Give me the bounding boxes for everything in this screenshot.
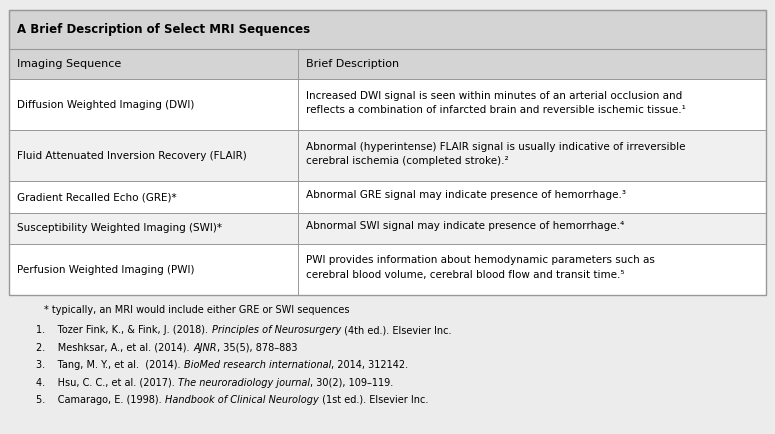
Text: cerebral blood volume, cerebral blood flow and transit time.⁵: cerebral blood volume, cerebral blood fl… bbox=[306, 270, 625, 279]
Text: (1st ed.). Elsevier Inc.: (1st ed.). Elsevier Inc. bbox=[319, 395, 429, 405]
Bar bbox=[9, 130, 298, 181]
Bar bbox=[9, 10, 766, 49]
Text: Imaging Sequence: Imaging Sequence bbox=[17, 59, 122, 69]
Bar bbox=[298, 79, 766, 130]
Text: Principles of Neurosurgery: Principles of Neurosurgery bbox=[212, 326, 341, 335]
Text: reflects a combination of infarcted brain and reversible ischemic tissue.¹: reflects a combination of infarcted brai… bbox=[306, 105, 686, 115]
Text: , 30(2), 109–119.: , 30(2), 109–119. bbox=[311, 378, 394, 388]
Text: Perfusion Weighted Imaging (PWI): Perfusion Weighted Imaging (PWI) bbox=[17, 264, 195, 275]
Text: 2.    Meshksar, A., et al. (2014).: 2. Meshksar, A., et al. (2014). bbox=[36, 343, 193, 353]
Text: Abnormal (hyperintense) FLAIR signal is usually indicative of irreversible: Abnormal (hyperintense) FLAIR signal is … bbox=[306, 142, 686, 152]
Text: 4.    Hsu, C. C., et al. (2017).: 4. Hsu, C. C., et al. (2017). bbox=[36, 378, 178, 388]
Text: (4th ed.). Elsevier Inc.: (4th ed.). Elsevier Inc. bbox=[341, 326, 451, 335]
Text: A Brief Description of Select MRI Sequences: A Brief Description of Select MRI Sequen… bbox=[17, 23, 310, 36]
Bar bbox=[298, 244, 766, 295]
Bar bbox=[9, 79, 766, 130]
Text: 1.    Tozer Fink, K., & Fink, J. (2018).: 1. Tozer Fink, K., & Fink, J. (2018). bbox=[36, 326, 212, 335]
Bar bbox=[9, 10, 766, 295]
Bar bbox=[298, 181, 766, 213]
Bar bbox=[298, 49, 766, 79]
Text: Brief Description: Brief Description bbox=[306, 59, 399, 69]
Text: 5.    Camarago, E. (1998).: 5. Camarago, E. (1998). bbox=[36, 395, 165, 405]
Text: 3.    Tang, M. Y., et al.  (2014).: 3. Tang, M. Y., et al. (2014). bbox=[36, 360, 184, 370]
Text: Susceptibility Weighted Imaging (SWI)*: Susceptibility Weighted Imaging (SWI)* bbox=[17, 223, 222, 233]
Bar bbox=[9, 49, 298, 79]
Bar bbox=[9, 181, 766, 213]
Text: Handbook of Clinical Neurology: Handbook of Clinical Neurology bbox=[165, 395, 319, 405]
Bar bbox=[9, 244, 298, 295]
Text: AJNR: AJNR bbox=[193, 343, 216, 353]
Text: , 35(5), 878–883: , 35(5), 878–883 bbox=[216, 343, 297, 353]
Text: BioMed research international: BioMed research international bbox=[184, 360, 332, 370]
Text: Abnormal SWI signal may indicate presence of hemorrhage.⁴: Abnormal SWI signal may indicate presenc… bbox=[306, 221, 624, 231]
Bar bbox=[9, 130, 766, 181]
Bar bbox=[9, 49, 766, 79]
Text: cerebral ischemia (completed stroke).²: cerebral ischemia (completed stroke).² bbox=[306, 156, 508, 166]
Text: The neuroradiology journal: The neuroradiology journal bbox=[178, 378, 311, 388]
Text: , 2014, 312142.: , 2014, 312142. bbox=[332, 360, 408, 370]
Bar bbox=[9, 244, 766, 295]
Text: Abnormal GRE signal may indicate presence of hemorrhage.³: Abnormal GRE signal may indicate presenc… bbox=[306, 190, 626, 200]
Bar bbox=[9, 213, 298, 244]
Bar bbox=[9, 181, 298, 213]
Text: Fluid Attenuated Inversion Recovery (FLAIR): Fluid Attenuated Inversion Recovery (FLA… bbox=[17, 151, 246, 161]
Text: PWI provides information about hemodynamic parameters such as: PWI provides information about hemodynam… bbox=[306, 256, 655, 266]
Text: Gradient Recalled Echo (GRE)*: Gradient Recalled Echo (GRE)* bbox=[17, 192, 177, 202]
Text: * typically, an MRI would include either GRE or SWI sequences: * typically, an MRI would include either… bbox=[44, 305, 350, 315]
Text: Diffusion Weighted Imaging (DWI): Diffusion Weighted Imaging (DWI) bbox=[17, 99, 195, 110]
Text: Increased DWI signal is seen within minutes of an arterial occlusion and: Increased DWI signal is seen within minu… bbox=[306, 91, 682, 101]
Bar bbox=[298, 130, 766, 181]
Bar bbox=[298, 213, 766, 244]
Bar bbox=[9, 213, 766, 244]
Bar bbox=[9, 10, 766, 49]
Bar bbox=[9, 79, 298, 130]
